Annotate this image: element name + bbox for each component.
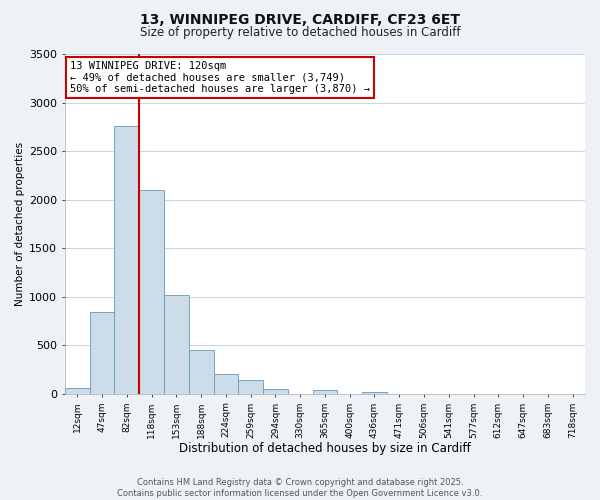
Bar — [139, 190, 164, 394]
Y-axis label: Number of detached properties: Number of detached properties — [15, 142, 25, 306]
Bar — [214, 374, 238, 394]
Bar — [313, 390, 337, 394]
Bar — [65, 388, 89, 394]
Bar — [263, 389, 288, 394]
Text: 13 WINNIPEG DRIVE: 120sqm
← 49% of detached houses are smaller (3,749)
50% of se: 13 WINNIPEG DRIVE: 120sqm ← 49% of detac… — [70, 61, 370, 94]
Text: 13, WINNIPEG DRIVE, CARDIFF, CF23 6ET: 13, WINNIPEG DRIVE, CARDIFF, CF23 6ET — [140, 12, 460, 26]
Text: Size of property relative to detached houses in Cardiff: Size of property relative to detached ho… — [140, 26, 460, 39]
X-axis label: Distribution of detached houses by size in Cardiff: Distribution of detached houses by size … — [179, 442, 471, 455]
Text: Contains HM Land Registry data © Crown copyright and database right 2025.
Contai: Contains HM Land Registry data © Crown c… — [118, 478, 482, 498]
Bar — [89, 312, 115, 394]
Bar — [238, 380, 263, 394]
Bar — [362, 392, 387, 394]
Bar — [164, 295, 189, 394]
Bar — [189, 350, 214, 394]
Bar — [115, 126, 139, 394]
